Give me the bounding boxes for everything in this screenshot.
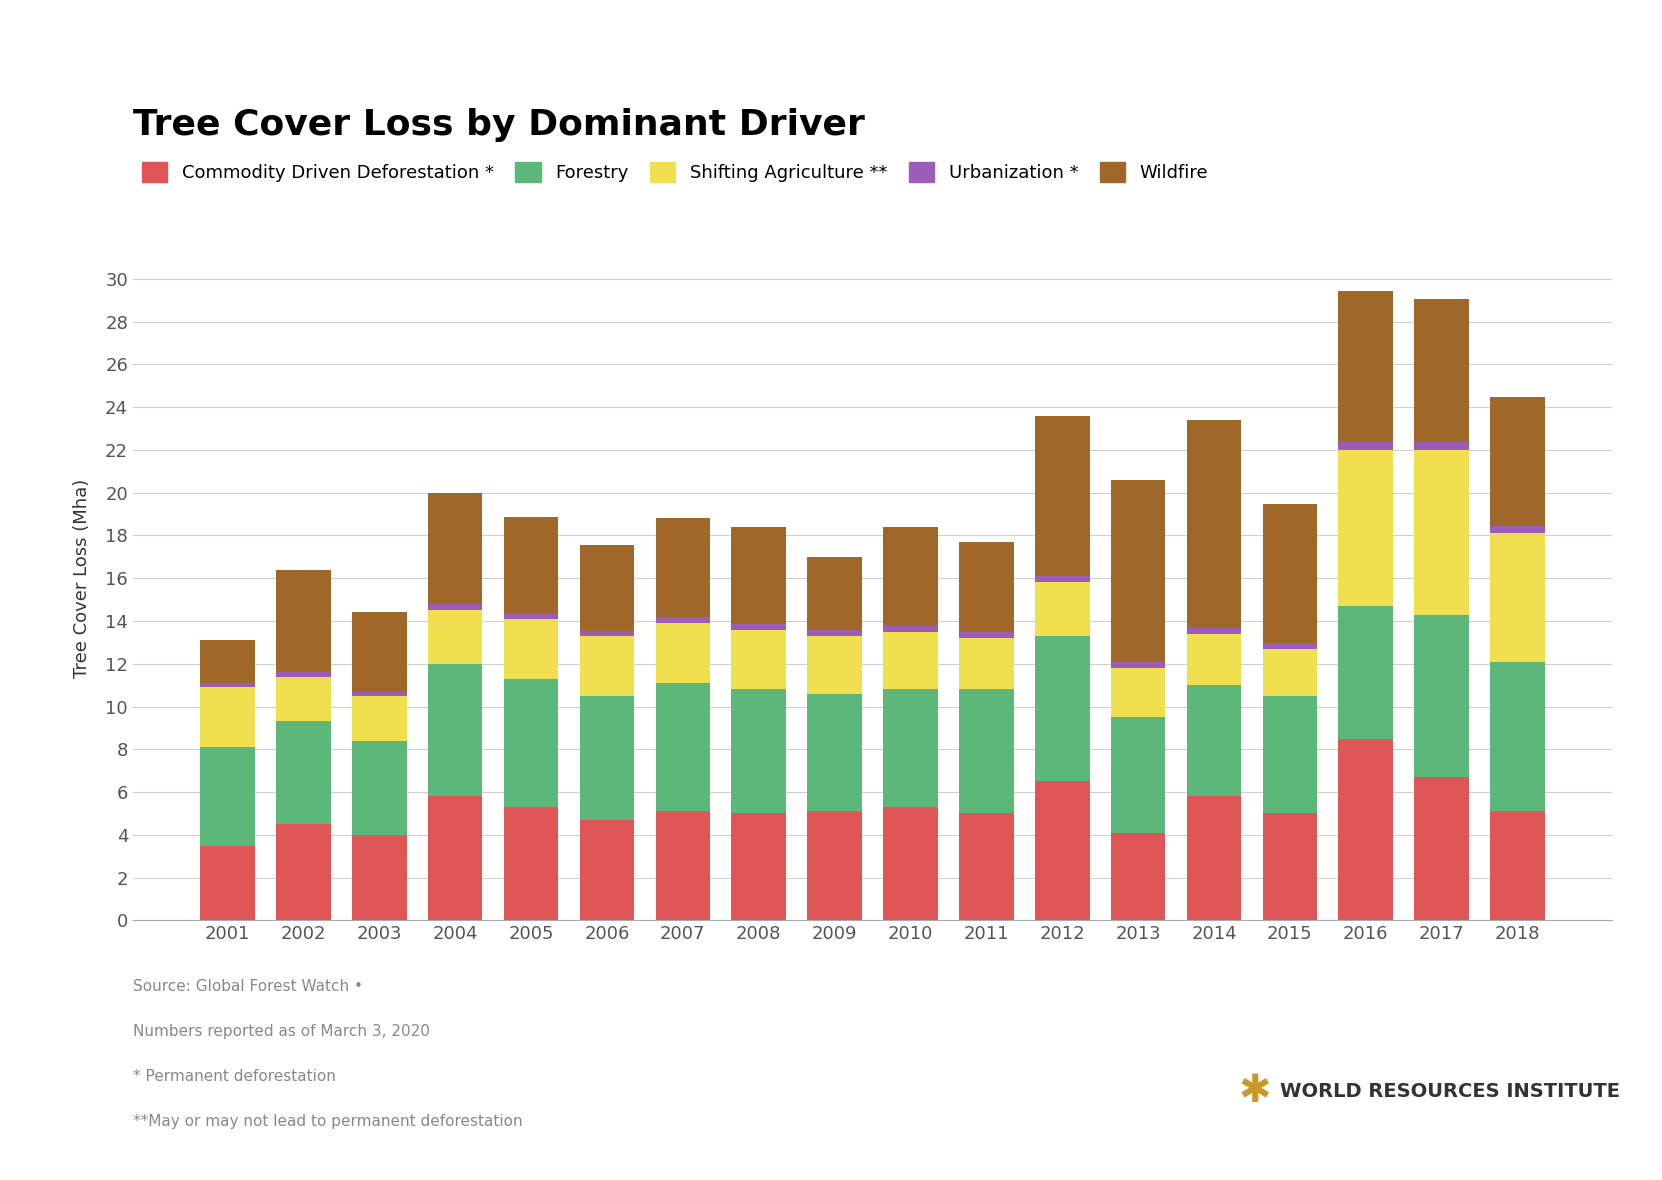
Bar [1338, 739, 1393, 920]
Bar [1035, 636, 1090, 781]
Bar [959, 543, 1014, 632]
Bar [504, 614, 558, 618]
Bar [1338, 607, 1393, 739]
Bar [883, 689, 937, 807]
Bar [1414, 442, 1469, 450]
Bar [276, 676, 331, 721]
Bar [1414, 615, 1469, 778]
Bar [1263, 643, 1318, 649]
Bar [1110, 662, 1165, 668]
Bar [808, 557, 863, 630]
Bar [1338, 450, 1393, 607]
Bar [1110, 717, 1165, 833]
Bar [808, 630, 863, 636]
Bar [731, 623, 786, 630]
Bar [352, 696, 407, 741]
Bar [883, 807, 937, 920]
Bar [1035, 781, 1090, 920]
Bar [1035, 417, 1090, 577]
Bar [504, 618, 558, 678]
Bar [1263, 649, 1318, 696]
Bar [427, 493, 482, 604]
Bar [580, 636, 635, 696]
Bar [1263, 813, 1318, 920]
Bar [352, 612, 407, 691]
Bar [731, 813, 786, 920]
Bar [1187, 634, 1242, 686]
Bar [199, 683, 254, 687]
Bar [1338, 290, 1393, 442]
Bar [959, 813, 1014, 920]
Bar [580, 696, 635, 820]
Text: Tree Cover Loss by Dominant Driver: Tree Cover Loss by Dominant Driver [133, 107, 864, 142]
Bar [276, 673, 331, 676]
Bar [276, 721, 331, 824]
Text: ✱: ✱ [1238, 1073, 1271, 1110]
Bar [1263, 504, 1318, 643]
Bar [1491, 812, 1546, 920]
Bar [199, 641, 254, 683]
Bar [1187, 796, 1242, 920]
Bar [427, 663, 482, 796]
Bar [352, 741, 407, 835]
Bar [1263, 696, 1318, 813]
Bar [655, 683, 710, 812]
Bar [504, 807, 558, 920]
Bar [1035, 577, 1090, 583]
Bar [731, 630, 786, 689]
Bar [427, 796, 482, 920]
Bar [1187, 628, 1242, 634]
Legend: Commodity Driven Deforestation *, Forestry, Shifting Agriculture **, Urbanizatio: Commodity Driven Deforestation *, Forest… [141, 163, 1208, 183]
Bar [655, 623, 710, 683]
Bar [427, 610, 482, 663]
Text: Source: Global Forest Watch •: Source: Global Forest Watch • [133, 979, 362, 995]
Text: Numbers reported as of March 3, 2020: Numbers reported as of March 3, 2020 [133, 1024, 430, 1040]
Bar [352, 691, 407, 696]
Bar [427, 604, 482, 610]
Bar [883, 631, 937, 689]
Bar [1491, 398, 1546, 526]
Bar [1414, 778, 1469, 920]
Bar [1110, 480, 1165, 662]
Bar [1491, 526, 1546, 533]
Bar [655, 518, 710, 617]
Y-axis label: Tree Cover Loss (Mha): Tree Cover Loss (Mha) [73, 479, 91, 677]
Bar [504, 517, 558, 614]
Bar [580, 820, 635, 920]
Bar [199, 846, 254, 920]
Bar [1414, 450, 1469, 615]
Bar [352, 835, 407, 920]
Bar [959, 689, 1014, 813]
Bar [1187, 686, 1242, 796]
Bar [276, 824, 331, 920]
Bar [580, 545, 635, 630]
Bar [504, 678, 558, 807]
Bar [1035, 583, 1090, 636]
Bar [883, 625, 937, 631]
Bar [1414, 299, 1469, 442]
Bar [1110, 833, 1165, 920]
Bar [731, 689, 786, 813]
Text: * Permanent deforestation: * Permanent deforestation [133, 1069, 336, 1084]
Text: **May or may not lead to permanent deforestation: **May or may not lead to permanent defor… [133, 1114, 522, 1129]
Bar [731, 527, 786, 623]
Bar [959, 638, 1014, 689]
Bar [1187, 420, 1242, 628]
Bar [808, 812, 863, 920]
Bar [580, 630, 635, 636]
Bar [883, 527, 937, 625]
Bar [199, 687, 254, 747]
Bar [1338, 442, 1393, 450]
Bar [1110, 668, 1165, 717]
Bar [959, 632, 1014, 638]
Bar [655, 617, 710, 623]
Text: WORLD RESOURCES INSTITUTE: WORLD RESOURCES INSTITUTE [1280, 1082, 1620, 1101]
Bar [1491, 533, 1546, 662]
Bar [1491, 662, 1546, 812]
Bar [655, 812, 710, 920]
Bar [808, 694, 863, 812]
Bar [808, 636, 863, 694]
Bar [276, 570, 331, 673]
Bar [199, 747, 254, 846]
